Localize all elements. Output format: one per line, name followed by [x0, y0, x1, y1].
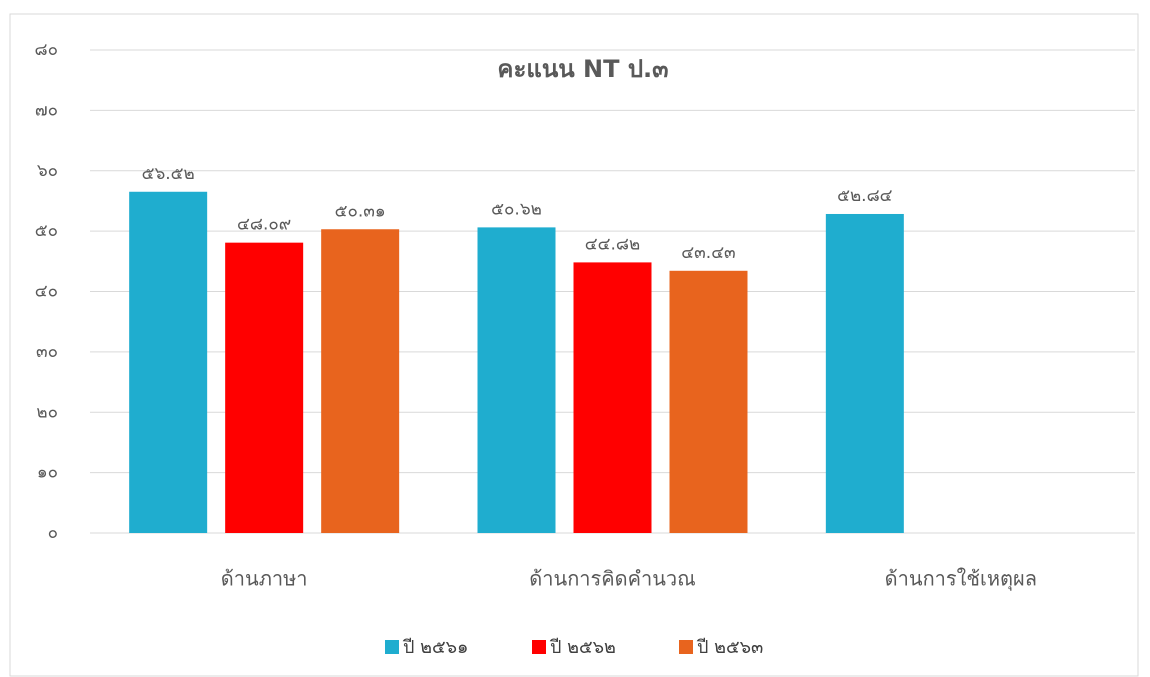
y-tick-label: ๔๐ [35, 282, 58, 302]
legend-label: ปี ๒๕๖๒ [550, 637, 616, 658]
bar [573, 262, 652, 533]
legend-label: ปี ๒๕๖๓ [697, 637, 764, 658]
value-label: ๕๐.๓๑ [335, 201, 386, 221]
bar [225, 242, 304, 534]
legend-swatch [532, 640, 546, 654]
bar [825, 213, 904, 533]
bar [321, 229, 400, 534]
y-tick-label: ๖๐ [37, 161, 58, 181]
y-tick-label: ๐ [48, 523, 58, 543]
chart-title: คะแนน NT ป.๓ [497, 55, 668, 83]
y-tick-label: ๘๐ [35, 40, 59, 60]
value-label: ๕๖.๕๒ [142, 164, 195, 184]
value-label: ๕๐.๖๒ [491, 199, 542, 219]
value-label: ๔๔.๘๒ [585, 234, 640, 254]
value-label: ๔๓.๔๓ [681, 243, 735, 263]
y-tick-label: ๗๐ [35, 100, 58, 120]
bar [669, 270, 748, 533]
legend-swatch [385, 640, 399, 654]
y-tick-label: ๒๐ [36, 402, 58, 422]
x-tick-label: ด้านการใช้เหตุผล [885, 567, 1037, 592]
y-tick-label: ๕๐ [35, 221, 58, 241]
legend-label: ปี ๒๕๖๑ [403, 637, 469, 658]
bar [477, 227, 556, 533]
x-tick-label: ด้านภาษา [221, 567, 308, 591]
value-label: ๕๒.๘๔ [837, 186, 893, 206]
x-tick-label: ด้านการคิดคำนวณ [529, 567, 695, 591]
value-label: ๔๘.๐๙ [237, 215, 291, 235]
bar [129, 191, 208, 533]
y-tick-label: ๓๐ [36, 342, 58, 362]
y-tick-label: ๑๐ [37, 463, 58, 483]
legend-swatch [679, 640, 693, 654]
chart-frame [9, 13, 1139, 677]
